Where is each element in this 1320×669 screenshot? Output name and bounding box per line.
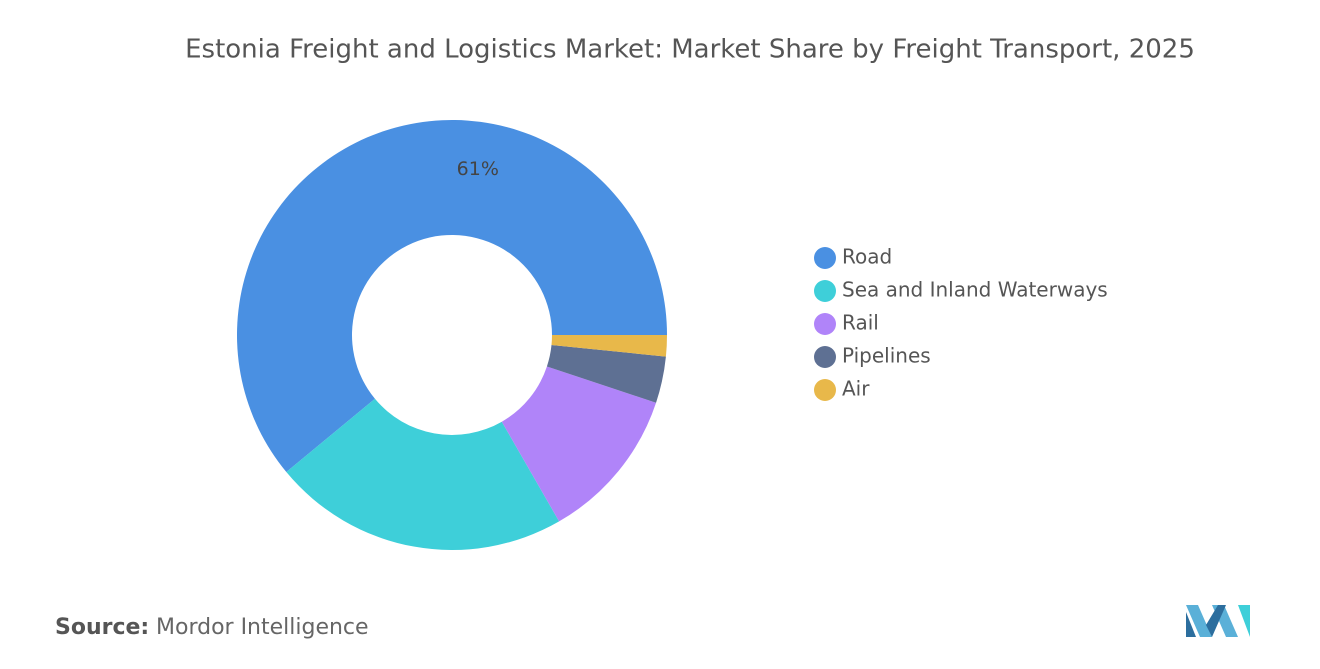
slice bbox=[286, 398, 560, 550]
source-label: Source: bbox=[55, 615, 149, 640]
legend-marker bbox=[814, 313, 836, 335]
legend-label: Road bbox=[842, 245, 892, 269]
data-label: 61% bbox=[457, 158, 499, 180]
legend-marker bbox=[814, 247, 836, 269]
slice bbox=[501, 366, 657, 522]
legend-marker bbox=[814, 280, 836, 302]
legend-marker bbox=[814, 346, 836, 368]
chart-title: Estonia Freight and Logistics Market: Ma… bbox=[185, 35, 1195, 65]
slice bbox=[546, 345, 666, 403]
legend-marker bbox=[814, 379, 836, 401]
legend-label: Pipelines bbox=[842, 344, 931, 368]
source-text: Mordor Intelligence bbox=[156, 615, 369, 640]
logo bbox=[1186, 605, 1250, 637]
legend-label: Air bbox=[842, 377, 870, 401]
legend-label: Rail bbox=[842, 311, 879, 335]
legend-label: Sea and Inland Waterways bbox=[842, 278, 1108, 302]
slice bbox=[237, 120, 667, 473]
slice bbox=[551, 335, 667, 357]
